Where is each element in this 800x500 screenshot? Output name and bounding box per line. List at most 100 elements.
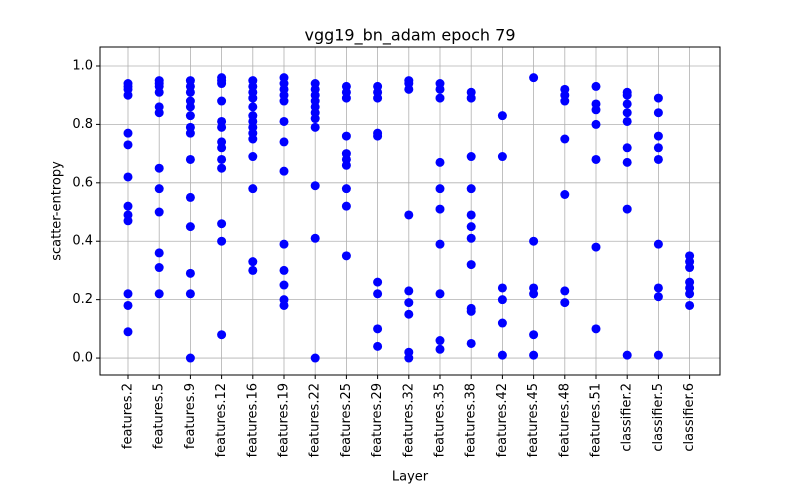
point — [279, 300, 289, 310]
x-tick-label: features.35 — [433, 383, 448, 457]
point — [185, 289, 195, 299]
point — [185, 353, 195, 363]
x-tick-label: features.19 — [277, 383, 292, 457]
point — [341, 160, 351, 170]
point — [248, 265, 258, 275]
x-tick-label: classifier.5 — [651, 383, 666, 452]
point — [560, 134, 570, 144]
x-tick-label: features.48 — [557, 383, 572, 457]
point — [248, 134, 258, 144]
point — [497, 318, 507, 328]
x-tick-label: features.32 — [401, 383, 416, 457]
point — [185, 268, 195, 278]
point — [404, 210, 414, 220]
point — [466, 233, 476, 243]
point — [217, 236, 227, 246]
point — [466, 152, 476, 162]
x-tick-label: features.42 — [495, 383, 510, 457]
point — [435, 84, 445, 94]
point — [591, 154, 601, 164]
point — [123, 172, 133, 182]
point — [560, 286, 570, 296]
point — [466, 210, 476, 220]
point — [466, 222, 476, 232]
point — [373, 93, 383, 103]
point — [185, 192, 195, 202]
point — [653, 143, 663, 153]
point — [154, 248, 164, 258]
point — [466, 338, 476, 348]
plot-frame — [99, 46, 721, 376]
point — [373, 341, 383, 351]
point — [653, 131, 663, 141]
point — [622, 108, 632, 118]
point — [435, 93, 445, 103]
point — [373, 324, 383, 334]
point — [497, 350, 507, 360]
point — [248, 93, 258, 103]
point — [154, 289, 164, 299]
point — [404, 309, 414, 319]
point — [653, 108, 663, 118]
x-tick-label: features.29 — [370, 383, 385, 457]
y-tick-label: 0.6 — [72, 175, 93, 190]
point — [497, 283, 507, 293]
point — [123, 300, 133, 310]
x-tick-label: features.45 — [526, 383, 541, 457]
point — [653, 350, 663, 360]
point — [185, 102, 195, 112]
point — [497, 111, 507, 121]
point — [622, 90, 632, 100]
x-tick-label: features.5 — [152, 383, 167, 449]
point — [685, 300, 695, 310]
x-tick-label: features.25 — [339, 383, 354, 457]
point — [185, 154, 195, 164]
x-tick-label: features.38 — [464, 383, 479, 457]
y-tick-label: 0.2 — [72, 292, 93, 307]
point — [217, 154, 227, 164]
chart-title: vgg19_bn_adam epoch 79 — [304, 26, 515, 46]
point — [497, 152, 507, 162]
point — [685, 289, 695, 299]
point — [560, 96, 570, 106]
y-tick-label: 0.8 — [72, 117, 93, 132]
y-axis-label: scatter-entropy — [50, 161, 65, 261]
point — [373, 131, 383, 141]
point — [373, 277, 383, 287]
point — [217, 163, 227, 173]
point — [466, 93, 476, 103]
point — [310, 122, 320, 132]
point — [217, 96, 227, 106]
point — [529, 289, 539, 299]
point — [591, 119, 601, 129]
x-tick-label: features.12 — [214, 383, 229, 457]
point — [622, 157, 632, 167]
point — [341, 93, 351, 103]
point — [653, 239, 663, 249]
x-tick-label: classifier.6 — [682, 383, 697, 452]
point — [560, 189, 570, 199]
point — [435, 239, 445, 249]
point — [279, 116, 289, 126]
point — [341, 251, 351, 261]
point — [185, 111, 195, 121]
point — [123, 216, 133, 226]
point — [185, 128, 195, 138]
point — [653, 154, 663, 164]
point — [466, 306, 476, 316]
point — [217, 219, 227, 229]
x-axis-label: Layer — [392, 470, 429, 485]
point — [529, 350, 539, 360]
point — [279, 96, 289, 106]
point — [154, 263, 164, 273]
point — [466, 184, 476, 194]
point — [435, 336, 445, 346]
point — [154, 163, 164, 173]
x-tick-label: classifier.2 — [620, 383, 635, 452]
y-tick-label: 0.0 — [72, 351, 93, 366]
point — [435, 289, 445, 299]
x-tick-label: features.9 — [183, 383, 198, 449]
point — [435, 157, 445, 167]
point — [123, 289, 133, 299]
point — [123, 140, 133, 150]
